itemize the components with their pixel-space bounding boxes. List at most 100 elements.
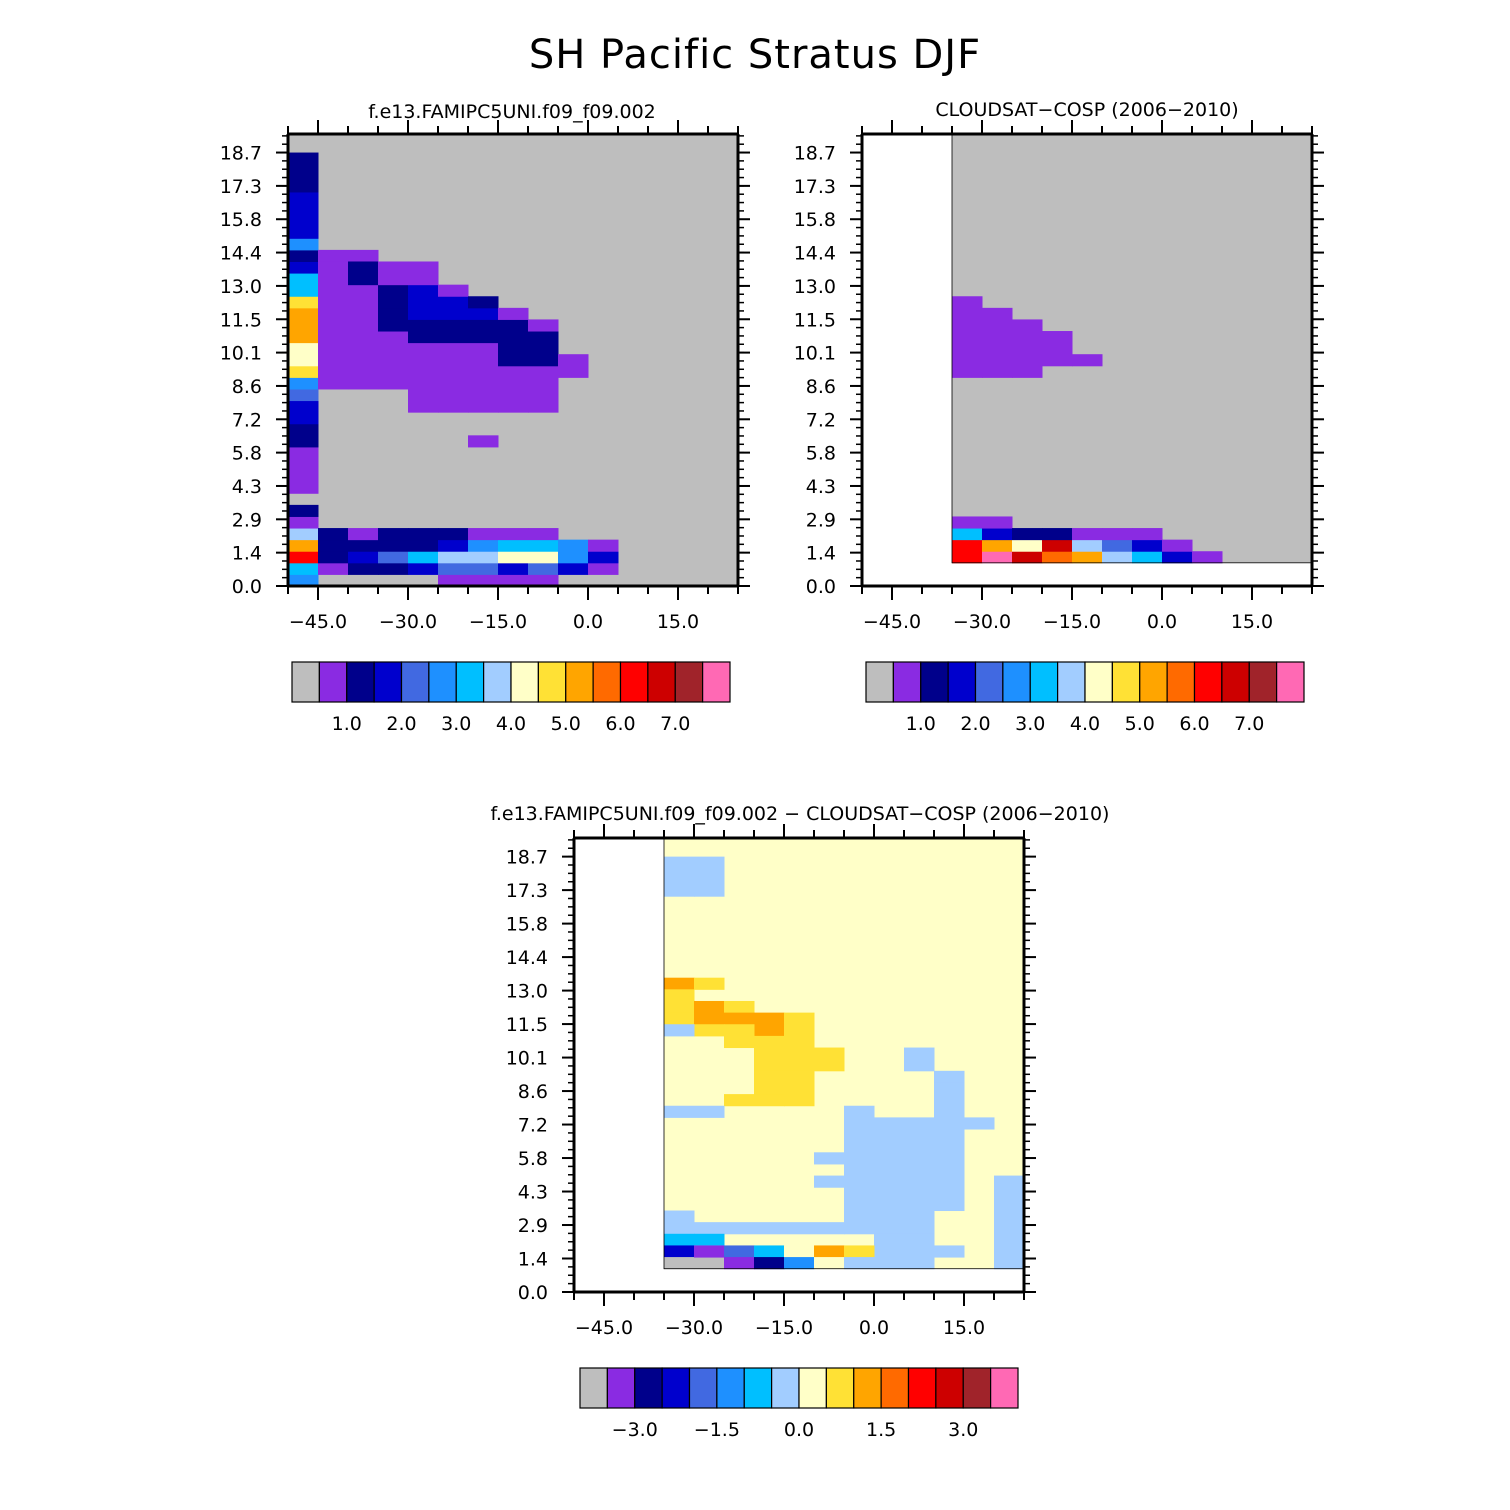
heatmap-cell — [694, 1024, 725, 1037]
heatmap-cell — [558, 551, 589, 564]
y-tick-label: 5.8 — [806, 443, 836, 465]
heatmap-cell — [844, 1257, 875, 1270]
heatmap-cell — [1132, 528, 1163, 541]
colorbar-box — [1029, 661, 1059, 703]
heatmap-cell — [288, 191, 319, 216]
y-tick-label: 11.5 — [220, 309, 262, 331]
heatmap-cell — [288, 539, 319, 552]
y-tick-label: 0.0 — [232, 576, 262, 598]
heatmap-cell — [318, 249, 379, 262]
heatmap-cell — [378, 331, 409, 390]
colorbar-box — [1221, 661, 1250, 703]
colorbar-label: 2.0 — [386, 713, 416, 735]
heatmap-cell — [438, 284, 469, 297]
x-tick-label: −30.0 — [953, 611, 1011, 633]
heatmap-cell — [1042, 528, 1073, 541]
colorbar-box — [935, 1367, 964, 1409]
y-tick-label: 1.4 — [232, 543, 262, 565]
colorbar-box — [920, 661, 949, 703]
heatmap-cell — [588, 539, 619, 552]
y-tick-label: 17.3 — [506, 880, 548, 902]
heatmap-cell — [694, 1257, 725, 1270]
heatmap-cell — [1162, 539, 1193, 552]
heatmap-cell — [288, 273, 319, 286]
x-tick-label: 15.0 — [1231, 611, 1273, 633]
colorbar-box — [565, 661, 594, 703]
panel-obs: CLOUDSAT−COSP (2006−2010) −45.0 −30.0 −15.… — [794, 99, 1324, 735]
y-tick-label: 1.4 — [518, 1249, 548, 1271]
heatmap-cell — [952, 551, 983, 564]
y-tick-label: 15.8 — [794, 209, 836, 231]
heatmap-cell — [664, 1210, 695, 1223]
x-tick-label: −15.0 — [469, 611, 527, 633]
heatmap-cell — [664, 1257, 695, 1270]
heatmap-cell — [528, 551, 559, 564]
y-tick-label: 13.0 — [506, 981, 548, 1003]
heatmap-cell — [288, 342, 319, 367]
heatmap-cell — [754, 1012, 785, 1037]
colorbar-box — [400, 661, 430, 703]
y-tick-label: 14.4 — [220, 243, 262, 265]
heatmap-cell — [1012, 528, 1043, 541]
heatmap-cell — [288, 319, 319, 344]
colorbar-box — [510, 661, 539, 703]
heatmap-cell — [664, 989, 695, 1014]
y-tick-label: 13.0 — [220, 276, 262, 298]
colorbar-box — [619, 661, 649, 703]
y-tick-label: 2.9 — [518, 1215, 548, 1237]
heatmap-cell — [498, 539, 529, 552]
colorbar-label: 3.0 — [1015, 713, 1045, 735]
heatmap-cell — [934, 1117, 965, 1212]
heatmap-cell — [288, 215, 319, 239]
colorbar-label: 5.0 — [1125, 713, 1155, 735]
heatmap-cell — [814, 1257, 845, 1270]
colorbar-box — [1084, 661, 1113, 703]
heatmap-cell — [588, 562, 619, 575]
heatmap-cell — [528, 365, 559, 413]
heatmap-cell — [784, 1012, 815, 1072]
heatmap-cell — [1102, 528, 1133, 541]
colorbar-box — [1139, 661, 1168, 703]
colorbar-box — [974, 661, 1004, 703]
heatmap-cell — [1042, 551, 1073, 564]
colorbar-box — [346, 661, 375, 703]
heatmap-cell — [288, 152, 319, 170]
colorbar-box — [606, 1367, 636, 1409]
heatmap-cell — [528, 319, 559, 332]
colorbar-box — [483, 661, 512, 703]
heatmap-cell — [1012, 539, 1043, 552]
heatmap-cell — [982, 307, 1013, 378]
heatmap-cell — [348, 284, 379, 390]
heatmap-cell — [784, 1257, 815, 1270]
heatmap-cell — [1042, 331, 1073, 367]
colorbar-label: 4.0 — [496, 713, 526, 735]
heatmap-cell — [664, 1233, 695, 1246]
heatmap-cell — [288, 296, 319, 309]
panel-obs-title: CLOUDSAT−COSP (2006−2010) — [935, 99, 1238, 121]
colorbar-box — [865, 661, 894, 703]
colorbar-box — [702, 661, 731, 703]
x-tick-label: −45.0 — [863, 611, 921, 633]
heatmap-cell — [378, 562, 409, 575]
heatmap-cell — [1072, 354, 1103, 367]
y-tick-label: 11.5 — [506, 1014, 548, 1036]
y-tick-label: 8.6 — [806, 376, 836, 398]
colorbar-box — [1111, 661, 1141, 703]
heatmap-cell — [982, 539, 1013, 552]
heatmap-cell — [982, 551, 1013, 564]
heatmap-cell — [724, 1094, 785, 1107]
heatmap-cell — [408, 261, 439, 286]
heatmap-cell — [814, 1175, 845, 1188]
heatmap-cell — [318, 539, 349, 552]
heatmap-cell — [288, 528, 319, 541]
colorbar-box — [579, 1367, 608, 1409]
heatmap-cell — [528, 331, 559, 367]
x-tick-label: −30.0 — [665, 1317, 723, 1339]
panel-diff: f.e13.FAMIPC5UNI.f09_f09.002 − CLOUDSAT−… — [491, 803, 1110, 1441]
heatmap-cell — [288, 284, 319, 297]
heatmap-cell — [952, 528, 983, 541]
heatmap-cell — [844, 1245, 875, 1258]
heatmap-cell — [934, 1070, 965, 1083]
colorbar-label: 6.0 — [605, 713, 635, 735]
colorbar-label: 7.0 — [660, 713, 690, 735]
